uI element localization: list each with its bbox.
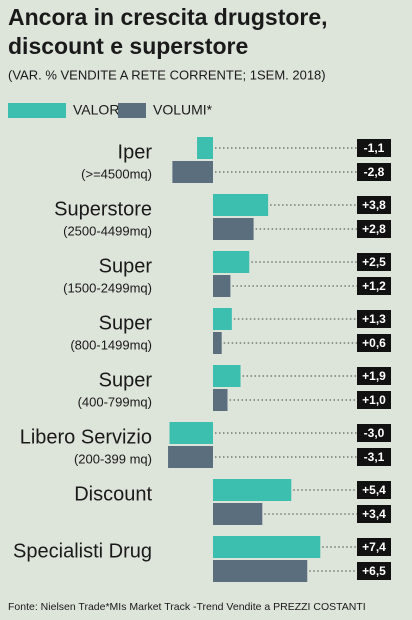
chart-subtitle: (VAR. % VENDITE A RETE CORRENTE; 1SEM. 2… bbox=[8, 67, 326, 82]
legend-label: VOLUMI* bbox=[153, 102, 213, 118]
value-label-box bbox=[357, 367, 391, 385]
category-label: Super bbox=[99, 369, 153, 391]
value-label-box bbox=[357, 310, 391, 328]
value-label-box bbox=[357, 424, 391, 442]
value-label-box bbox=[357, 391, 391, 409]
value-label: +3,8 bbox=[362, 198, 386, 212]
value-label-box bbox=[357, 220, 391, 238]
bar bbox=[213, 251, 250, 273]
bar bbox=[213, 308, 232, 330]
category-note: (>=4500mq) bbox=[81, 166, 152, 181]
bar bbox=[213, 194, 269, 216]
value-label: +2,5 bbox=[362, 255, 386, 269]
value-label: +5,4 bbox=[362, 483, 386, 497]
bar bbox=[197, 137, 213, 159]
value-label: +6,5 bbox=[362, 564, 386, 578]
value-label-box bbox=[357, 448, 391, 466]
legend-swatch bbox=[8, 103, 66, 118]
value-label: +7,4 bbox=[362, 540, 386, 554]
value-label-box bbox=[357, 481, 391, 499]
value-label: +1,0 bbox=[362, 393, 386, 407]
category-note: (400-799mq) bbox=[78, 394, 152, 409]
value-label-box bbox=[357, 163, 391, 181]
bar bbox=[213, 503, 263, 525]
category-label: Iper bbox=[118, 141, 153, 163]
legend-label: VALORI bbox=[73, 102, 123, 118]
value-label: +3,4 bbox=[362, 507, 386, 521]
bar bbox=[213, 389, 228, 411]
bar bbox=[213, 275, 231, 297]
value-label-box bbox=[357, 334, 391, 352]
value-label-box bbox=[357, 253, 391, 271]
value-label-box bbox=[357, 277, 391, 295]
bar bbox=[213, 536, 321, 558]
value-label: -3,1 bbox=[364, 450, 385, 464]
value-label-box bbox=[357, 562, 391, 580]
bar bbox=[168, 446, 213, 468]
category-note: (200-399 mq) bbox=[74, 451, 152, 466]
category-note: (800-1499mq) bbox=[70, 337, 152, 352]
value-label: +1,9 bbox=[362, 369, 386, 383]
value-label: +0,6 bbox=[362, 336, 386, 350]
bar bbox=[213, 365, 241, 387]
value-label: -2,8 bbox=[364, 165, 385, 179]
bar bbox=[169, 422, 213, 444]
category-label: Superstore bbox=[54, 198, 152, 220]
category-label: Discount bbox=[74, 483, 152, 505]
value-label: -3,0 bbox=[364, 426, 385, 440]
value-label: +1,3 bbox=[362, 312, 386, 326]
value-label-box bbox=[357, 139, 391, 157]
bar bbox=[213, 560, 308, 582]
category-label: Super bbox=[99, 312, 153, 334]
bar bbox=[213, 479, 292, 501]
source: Fonte: Nielsen Trade*MIs Market Track -T… bbox=[8, 601, 366, 613]
category-label: Specialisti Drug bbox=[13, 540, 152, 562]
bar bbox=[172, 161, 213, 183]
value-label-box bbox=[357, 538, 391, 556]
value-label-box bbox=[357, 196, 391, 214]
bar bbox=[213, 218, 254, 240]
value-label: +1,2 bbox=[362, 279, 386, 293]
category-label: Libero Servizio bbox=[20, 426, 152, 448]
legend-swatch bbox=[118, 103, 146, 118]
chart-title: discount e superstore bbox=[8, 33, 248, 59]
value-label: -1,1 bbox=[364, 141, 385, 155]
value-label: +2,8 bbox=[362, 222, 386, 236]
category-note: (1500-2499mq) bbox=[63, 280, 152, 295]
bar bbox=[213, 332, 222, 354]
category-note: (2500-4499mq) bbox=[63, 223, 152, 238]
value-label-box bbox=[357, 505, 391, 523]
chart-title: Ancora in crescita drugstore, bbox=[8, 4, 328, 30]
category-label: Super bbox=[99, 255, 153, 277]
